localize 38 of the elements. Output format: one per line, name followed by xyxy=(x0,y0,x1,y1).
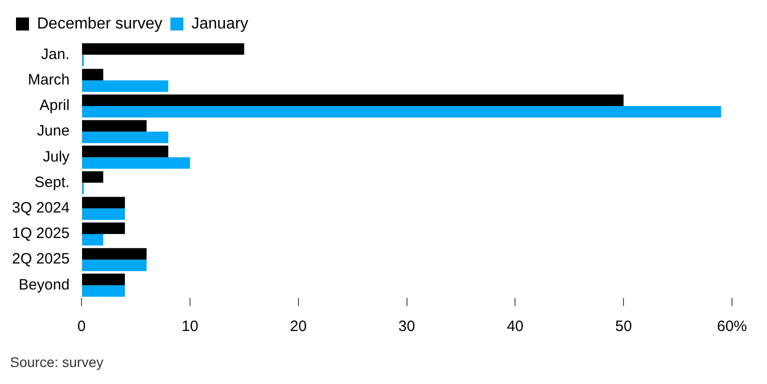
bar xyxy=(82,208,125,220)
y-tick-label: April xyxy=(40,97,70,114)
legend-label: December survey xyxy=(37,15,162,32)
bar xyxy=(82,171,104,183)
bar xyxy=(82,285,125,297)
y-tick-label: Jan. xyxy=(41,46,70,63)
x-tick-label: 0 xyxy=(77,318,86,336)
bar xyxy=(82,248,147,260)
bar xyxy=(82,120,147,132)
bar xyxy=(82,274,125,286)
bar xyxy=(82,196,125,208)
source-note: Source: survey xyxy=(10,354,104,370)
bar xyxy=(82,68,104,80)
y-tick-label: 2Q 2025 xyxy=(12,250,70,268)
y-tick-label: June xyxy=(37,122,70,140)
y-tick-label: Beyond xyxy=(18,276,70,294)
y-tick-label: July xyxy=(42,148,70,166)
bar xyxy=(82,146,168,158)
bar xyxy=(82,222,125,234)
x-tick-label: 20 xyxy=(290,318,307,336)
y-tick-label: 1Q 2025 xyxy=(12,225,70,242)
bar xyxy=(82,157,190,169)
x-tick-label: 60% xyxy=(716,318,748,336)
x-tick-label: 30 xyxy=(398,318,416,336)
x-tick-label: 40 xyxy=(506,318,524,336)
bar xyxy=(82,43,244,55)
x-tick-label: 10 xyxy=(182,318,198,336)
legend-label: January xyxy=(191,15,248,32)
bar xyxy=(82,106,722,118)
bar xyxy=(82,80,168,92)
bar xyxy=(82,132,168,144)
y-tick-label: March xyxy=(28,72,70,89)
y-tick-label: Sept. xyxy=(34,174,70,191)
bar xyxy=(82,260,147,272)
x-tick-label: 50 xyxy=(615,318,632,336)
bar xyxy=(82,94,624,106)
y-tick-label: 3Q 2024 xyxy=(12,200,70,217)
bar xyxy=(82,234,104,246)
